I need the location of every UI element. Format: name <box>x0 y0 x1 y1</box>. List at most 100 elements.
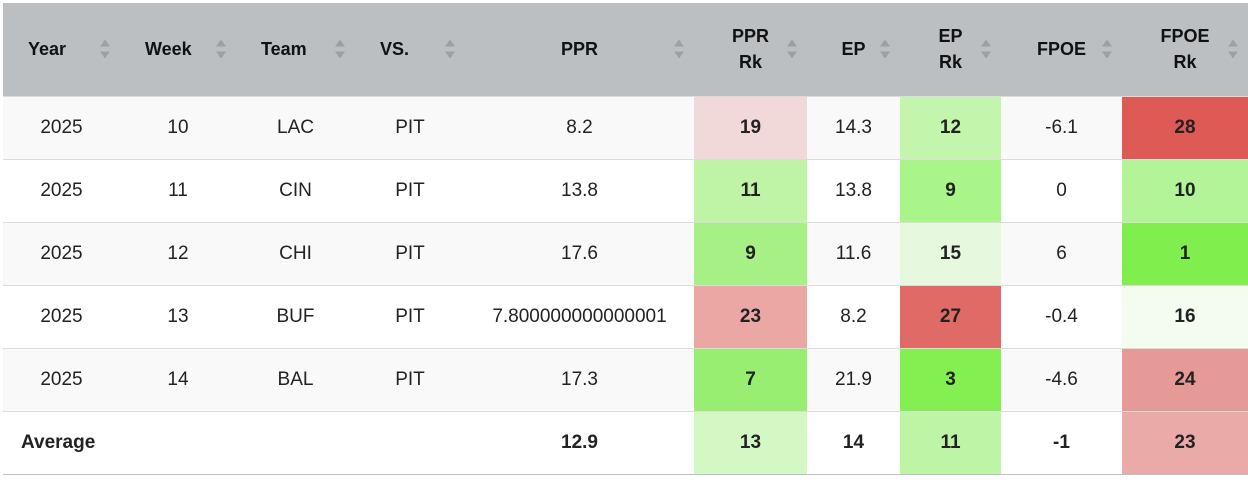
cell-fpoe-rk: 1 <box>1122 221 1248 285</box>
cell-ppr-rk: 19 <box>694 95 807 159</box>
cell-fpoe: -4.6 <box>1001 347 1122 411</box>
cell-ep: 11.6 <box>807 221 900 285</box>
cell-ep-rk: 3 <box>900 347 1001 411</box>
cell-fpoe: -0.4 <box>1001 284 1122 348</box>
header-vs-label: VS. <box>380 39 410 60</box>
cell-team: LAC <box>236 95 355 159</box>
cell-ppr-rk: 9 <box>694 221 807 285</box>
cell-ppr-rk: 7 <box>694 347 807 411</box>
cell-fpoe: 6 <box>1001 221 1122 285</box>
header-year[interactable]: Year <box>3 3 120 96</box>
cell-ppr: 8.2 <box>465 95 694 159</box>
header-ppr[interactable]: PPR <box>465 3 694 96</box>
cell-fpoe: -1 <box>1001 410 1122 475</box>
cell-vs: PIT <box>355 158 465 222</box>
header-ep[interactable]: EP <box>807 3 900 96</box>
cell-vs <box>355 410 465 475</box>
sort-icon[interactable] <box>1228 39 1238 59</box>
cell-team: BUF <box>236 284 355 348</box>
stats-table: Year Week Team VS. PPR PPR Rk <box>3 3 1248 475</box>
cell-ep: 14.3 <box>807 95 900 159</box>
table-body: 2025 10 LAC PIT 8.2 19 14.3 12 -6.1 28 2… <box>3 95 1248 475</box>
table-row: 2025 12 CHI PIT 17.6 9 11.6 15 6 1 <box>3 221 1248 285</box>
cell-ep: 21.9 <box>807 347 900 411</box>
cell-week: 11 <box>120 158 236 222</box>
average-row: Average 12.9 13 14 11 -1 23 <box>3 410 1248 475</box>
header-ppr-label: PPR <box>560 39 598 60</box>
cell-vs: PIT <box>355 347 465 411</box>
header-ep-rk-label-line1: EP <box>938 26 963 47</box>
table-header: Year Week Team VS. PPR PPR Rk <box>3 3 1248 96</box>
sort-icon[interactable] <box>880 39 890 59</box>
header-ep-rk[interactable]: EP Rk <box>900 3 1001 96</box>
header-team-label: Team <box>261 39 307 60</box>
cell-fpoe-rk: 24 <box>1122 347 1248 411</box>
sort-icon[interactable] <box>787 39 797 59</box>
cell-vs: PIT <box>355 221 465 285</box>
cell-ppr: 17.6 <box>465 221 694 285</box>
table-row: 2025 13 BUF PIT 7.800000000000001 23 8.2… <box>3 284 1248 348</box>
cell-team: BAL <box>236 347 355 411</box>
cell-week: 13 <box>120 284 236 348</box>
cell-ep: 13.8 <box>807 158 900 222</box>
sort-icon[interactable] <box>445 39 455 59</box>
sort-icon[interactable] <box>335 39 345 59</box>
header-ep-rk-label-line2: Rk <box>938 52 962 73</box>
table-row: 2025 14 BAL PIT 17.3 7 21.9 3 -4.6 24 <box>3 347 1248 411</box>
cell-team <box>236 410 355 475</box>
cell-week: 10 <box>120 95 236 159</box>
cell-year: 2025 <box>3 221 120 285</box>
header-fpoe-rk-label-line1: FPOE <box>1160 26 1210 47</box>
cell-ppr: 7.800000000000001 <box>465 284 694 348</box>
header-year-label: Year <box>28 39 67 60</box>
cell-vs: PIT <box>355 95 465 159</box>
header-ep-label: EP <box>841 39 866 60</box>
cell-ppr: 12.9 <box>465 410 694 475</box>
header-fpoe-label: FPOE <box>1036 39 1086 60</box>
cell-year: 2025 <box>3 158 120 222</box>
cell-week: 14 <box>120 347 236 411</box>
sort-icon[interactable] <box>1102 39 1112 59</box>
cell-year: 2025 <box>3 347 120 411</box>
cell-fpoe: 0 <box>1001 158 1122 222</box>
header-vs[interactable]: VS. <box>355 3 465 96</box>
cell-fpoe-rk: 28 <box>1122 95 1248 159</box>
header-fpoe[interactable]: FPOE <box>1001 3 1122 96</box>
cell-team: CHI <box>236 221 355 285</box>
header-fpoe-rk[interactable]: FPOE Rk <box>1122 3 1248 96</box>
cell-fpoe-rk: 16 <box>1122 284 1248 348</box>
header-fpoe-rk-label-line2: Rk <box>1173 52 1197 73</box>
cell-vs: PIT <box>355 284 465 348</box>
cell-ep: 14 <box>807 410 900 475</box>
header-team[interactable]: Team <box>236 3 355 96</box>
cell-ppr: 17.3 <box>465 347 694 411</box>
header-ppr-rk[interactable]: PPR Rk <box>694 3 807 96</box>
table-row: 2025 11 CIN PIT 13.8 11 13.8 9 0 10 <box>3 158 1248 222</box>
cell-ppr: 13.8 <box>465 158 694 222</box>
header-ppr-rk-label-line2: Rk <box>738 52 762 73</box>
cell-fpoe-rk: 10 <box>1122 158 1248 222</box>
sort-icon[interactable] <box>100 39 110 59</box>
cell-ppr-rk: 23 <box>694 284 807 348</box>
sort-icon[interactable] <box>981 39 991 59</box>
header-ppr-rk-label-line1: PPR <box>731 26 769 47</box>
header-week-label: Week <box>145 39 192 60</box>
cell-ep-rk: 15 <box>900 221 1001 285</box>
cell-team: CIN <box>236 158 355 222</box>
header-week[interactable]: Week <box>120 3 236 96</box>
cell-week: 12 <box>120 221 236 285</box>
cell-fpoe-rk: 23 <box>1122 410 1248 475</box>
sort-icon[interactable] <box>216 39 226 59</box>
cell-ep-rk: 9 <box>900 158 1001 222</box>
cell-ep-rk: 12 <box>900 95 1001 159</box>
cell-ppr-rk: 13 <box>694 410 807 475</box>
sort-icon[interactable] <box>674 39 684 59</box>
cell-ppr-rk: 11 <box>694 158 807 222</box>
table-row: 2025 10 LAC PIT 8.2 19 14.3 12 -6.1 28 <box>3 95 1248 159</box>
cell-fpoe: -6.1 <box>1001 95 1122 159</box>
cell-year: 2025 <box>3 95 120 159</box>
cell-ep-rk: 11 <box>900 410 1001 475</box>
average-label: Average <box>3 410 236 475</box>
cell-ep: 8.2 <box>807 284 900 348</box>
cell-ep-rk: 27 <box>900 284 1001 348</box>
